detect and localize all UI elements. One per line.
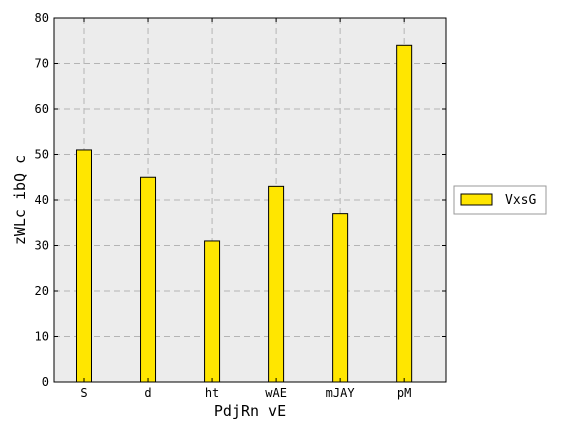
y-tick-label: 50	[35, 148, 49, 162]
y-tick-label: 30	[35, 239, 49, 253]
bar-S	[76, 149, 92, 383]
y-tick-label: 80	[35, 11, 49, 25]
x-tick-label: ht	[205, 386, 219, 400]
x-tick-label: mJAY	[326, 386, 356, 400]
y-tick-label: 70	[35, 57, 49, 71]
y-axis-ticks: 0 10 20 30 40 50 60 70 80	[35, 11, 446, 389]
bar-pM	[396, 44, 413, 383]
y-tick-label: 40	[35, 193, 49, 207]
y-tick-label: 60	[35, 102, 49, 116]
legend-swatch	[460, 193, 493, 206]
bars	[76, 44, 413, 383]
x-tick-label: pM	[397, 386, 411, 400]
y-tick-label: 10	[35, 330, 49, 344]
bar-mJAY	[332, 213, 349, 383]
x-axis-title: PdjRn vE	[214, 402, 286, 420]
x-tick-label: wAE	[265, 386, 287, 400]
y-tick-label: 20	[35, 284, 49, 298]
bar-wAE	[268, 185, 285, 383]
y-tick-label: 0	[42, 375, 49, 389]
bar-d	[140, 176, 157, 383]
x-tick-label: S	[80, 386, 87, 400]
y-axis-title: zWLc ibQ c	[11, 155, 29, 245]
legend: VxsG	[453, 185, 547, 215]
bar-ht	[204, 240, 221, 383]
x-tick-label: d	[144, 386, 151, 400]
legend-label: VxsG	[505, 193, 536, 208]
